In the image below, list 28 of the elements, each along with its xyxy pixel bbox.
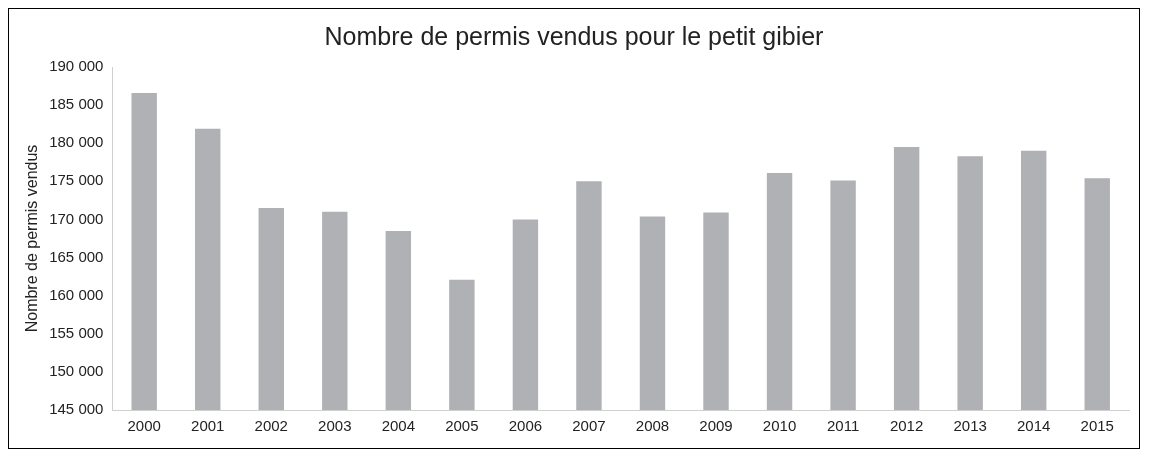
x-tick-label: 2006 (508, 417, 543, 435)
x-tick-label: 2015 (1080, 417, 1114, 435)
y-tick-label: 155 000 (49, 323, 104, 341)
y-tick-label: 185 000 (49, 95, 104, 113)
chart-title: Nombre de permis vendus pour le petit gibier (324, 21, 824, 50)
x-tick-label: 2000 (127, 417, 161, 435)
x-tick-label: 2002 (254, 417, 288, 435)
x-tick-label: 2010 (762, 417, 797, 435)
y-tick-label: 150 000 (49, 362, 104, 380)
x-tick-label: 2004 (381, 417, 416, 435)
x-tick-label: 2005 (445, 417, 479, 435)
y-tick-label: 160 000 (49, 285, 104, 303)
y-tick-label: 175 000 (49, 171, 104, 189)
x-tick-label: 2008 (635, 417, 670, 435)
y-tick-label: 180 000 (49, 133, 104, 151)
y-tick-label: 190 000 (49, 57, 104, 75)
x-tick-label: 2007 (572, 417, 606, 435)
y-tick-label: 170 000 (49, 209, 104, 227)
x-tick-label: 2012 (889, 417, 924, 435)
y-tick-label: 145 000 (49, 400, 104, 418)
x-tick-label: 2011 (826, 417, 860, 435)
x-tick-label: 2009 (699, 417, 733, 435)
x-tick-label: 2013 (953, 417, 987, 435)
x-tick-label: 2003 (318, 417, 352, 435)
y-tick-label: 165 000 (49, 247, 104, 265)
y-axis-title: Nombre de permis vendus (23, 144, 41, 333)
x-tick-label: 2014 (1017, 417, 1051, 435)
x-tick-label: 2001 (191, 417, 225, 435)
